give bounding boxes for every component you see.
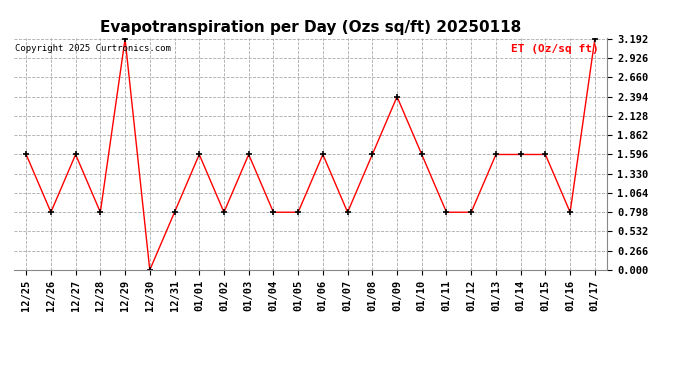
- Text: Copyright 2025 Curtronics.com: Copyright 2025 Curtronics.com: [15, 45, 171, 54]
- Title: Evapotranspiration per Day (Ozs sq/ft) 20250118: Evapotranspiration per Day (Ozs sq/ft) 2…: [100, 20, 521, 35]
- Text: ET (Oz/sq ft): ET (Oz/sq ft): [511, 45, 598, 54]
